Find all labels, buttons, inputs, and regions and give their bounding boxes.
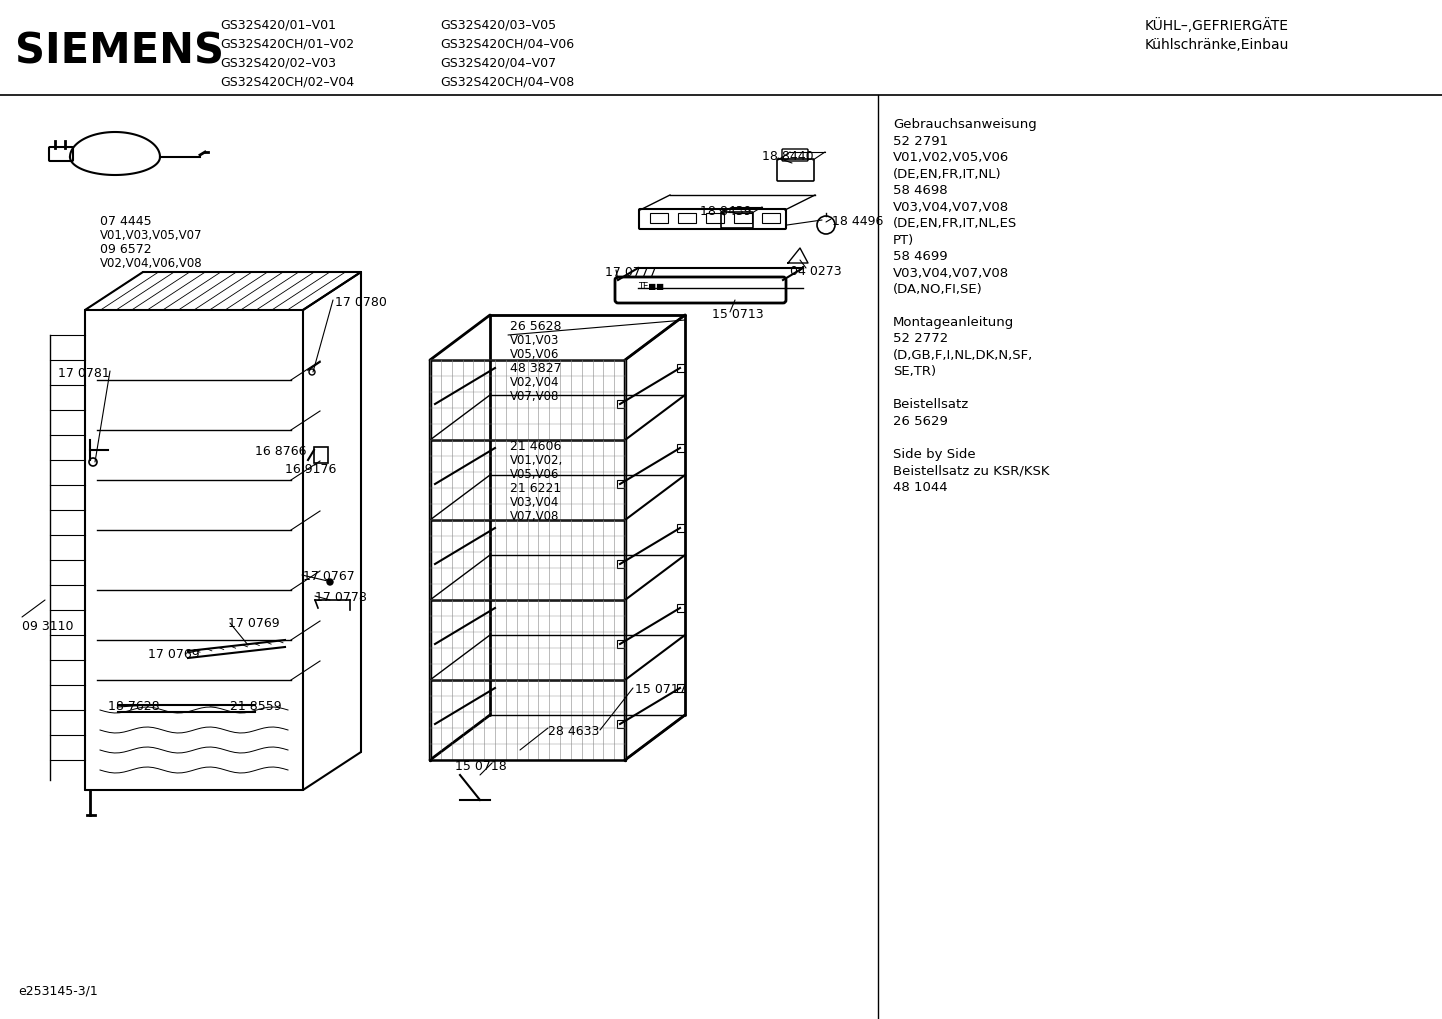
- Text: 15 0718: 15 0718: [456, 760, 506, 773]
- Text: GS32S420/01–V01: GS32S420/01–V01: [221, 18, 336, 31]
- Bar: [676, 684, 685, 692]
- Text: GS32S420CH/01–V02: GS32S420CH/01–V02: [221, 37, 355, 50]
- Text: 15 0717: 15 0717: [634, 683, 686, 696]
- Text: 15 0713: 15 0713: [712, 308, 764, 321]
- Text: PT): PT): [893, 233, 914, 247]
- Text: 17 0767: 17 0767: [303, 570, 355, 583]
- Text: V05,V06: V05,V06: [510, 348, 559, 361]
- Bar: [676, 444, 685, 452]
- Bar: [734, 213, 751, 223]
- Text: V02,V04: V02,V04: [510, 376, 559, 389]
- Text: 21 6221: 21 6221: [510, 482, 561, 495]
- Text: 58 4699: 58 4699: [893, 250, 947, 263]
- Text: 18 4496: 18 4496: [832, 215, 884, 228]
- Text: 17 0780: 17 0780: [335, 296, 386, 309]
- Text: GS32S420/03–V05: GS32S420/03–V05: [440, 18, 557, 31]
- Text: 58 4698: 58 4698: [893, 184, 947, 197]
- Text: V01,V02,V05,V06: V01,V02,V05,V06: [893, 151, 1009, 164]
- Text: V03,V04,V07,V08: V03,V04,V07,V08: [893, 201, 1009, 214]
- Bar: [617, 480, 624, 488]
- Text: 52 2791: 52 2791: [893, 135, 949, 148]
- Text: 52 2772: 52 2772: [893, 332, 949, 345]
- Text: 17 0781: 17 0781: [58, 367, 110, 380]
- Text: V01,V03,V05,V07: V01,V03,V05,V07: [99, 229, 202, 242]
- Text: GS32S420CH/04–V08: GS32S420CH/04–V08: [440, 75, 574, 88]
- Text: V01,V03: V01,V03: [510, 334, 559, 347]
- Text: 18 7628: 18 7628: [108, 700, 160, 713]
- Bar: [678, 213, 696, 223]
- Text: V03,V04,V07,V08: V03,V04,V07,V08: [893, 267, 1009, 279]
- Text: (DE,EN,FR,IT,NL): (DE,EN,FR,IT,NL): [893, 167, 1002, 180]
- Text: TE■■: TE■■: [637, 281, 663, 290]
- Bar: [617, 560, 624, 568]
- Text: 17 0769: 17 0769: [149, 648, 199, 661]
- Text: 07 4445: 07 4445: [99, 215, 151, 228]
- Bar: [617, 640, 624, 648]
- Text: 21 8559: 21 8559: [231, 700, 281, 713]
- Text: 48 3827: 48 3827: [510, 362, 561, 375]
- Text: Montageanleitung: Montageanleitung: [893, 316, 1014, 329]
- Text: V03,V04: V03,V04: [510, 496, 559, 510]
- Text: GS32S420CH/02–V04: GS32S420CH/02–V04: [221, 75, 355, 88]
- Bar: [707, 213, 724, 223]
- Text: (D,GB,F,I,NL,DK,N,SF,: (D,GB,F,I,NL,DK,N,SF,: [893, 348, 1034, 362]
- Text: 16 8766: 16 8766: [255, 445, 307, 458]
- Bar: [617, 720, 624, 728]
- Text: Side by Side: Side by Side: [893, 448, 976, 461]
- Bar: [617, 400, 624, 408]
- Text: GS32S420/04–V07: GS32S420/04–V07: [440, 56, 557, 69]
- Text: 18 8439: 18 8439: [699, 205, 751, 218]
- Text: Beistellsatz zu KSR/KSK: Beistellsatz zu KSR/KSK: [893, 465, 1050, 478]
- Text: Gebrauchsanweisung: Gebrauchsanweisung: [893, 118, 1037, 131]
- Text: SIEMENS: SIEMENS: [14, 30, 224, 72]
- Text: 09 3110: 09 3110: [22, 620, 74, 633]
- Text: GS32S420CH/04–V06: GS32S420CH/04–V06: [440, 37, 574, 50]
- Text: 26 5628: 26 5628: [510, 320, 561, 333]
- Text: KÜHL–,GEFRIERGÄTE: KÜHL–,GEFRIERGÄTE: [1145, 18, 1289, 33]
- Text: 17 0778: 17 0778: [314, 591, 366, 604]
- Circle shape: [327, 579, 333, 585]
- Text: 18 8440: 18 8440: [761, 150, 813, 163]
- Text: 04 0273: 04 0273: [790, 265, 842, 278]
- Text: (DA,NO,FI,SE): (DA,NO,FI,SE): [893, 283, 983, 296]
- Bar: [761, 213, 780, 223]
- Text: 16 9176: 16 9176: [286, 463, 336, 476]
- Text: 21 4606: 21 4606: [510, 440, 561, 453]
- Text: 26 5629: 26 5629: [893, 415, 947, 428]
- Bar: [314, 447, 327, 463]
- Text: 28 4633: 28 4633: [548, 725, 600, 738]
- Text: 17 0777: 17 0777: [606, 266, 658, 279]
- Text: 17 0769: 17 0769: [228, 616, 280, 630]
- Bar: [676, 524, 685, 532]
- Text: V05,V06: V05,V06: [510, 468, 559, 481]
- Text: (DE,EN,FR,IT,NL,ES: (DE,EN,FR,IT,NL,ES: [893, 217, 1017, 230]
- Bar: [676, 604, 685, 612]
- Text: V07,V08: V07,V08: [510, 390, 559, 403]
- Text: Beistellsatz: Beistellsatz: [893, 398, 969, 412]
- Text: GS32S420/02–V03: GS32S420/02–V03: [221, 56, 336, 69]
- Bar: [676, 364, 685, 372]
- Text: V02,V04,V06,V08: V02,V04,V06,V08: [99, 257, 203, 270]
- Text: SE,TR): SE,TR): [893, 366, 936, 378]
- Text: V07,V08: V07,V08: [510, 510, 559, 523]
- Text: Kühlschränke,Einbau: Kühlschränke,Einbau: [1145, 38, 1289, 52]
- Text: V01,V02,: V01,V02,: [510, 454, 564, 467]
- Text: e253145-3/1: e253145-3/1: [17, 985, 98, 998]
- Text: 09 6572: 09 6572: [99, 243, 151, 256]
- Text: 48 1044: 48 1044: [893, 481, 947, 494]
- Bar: [650, 213, 668, 223]
